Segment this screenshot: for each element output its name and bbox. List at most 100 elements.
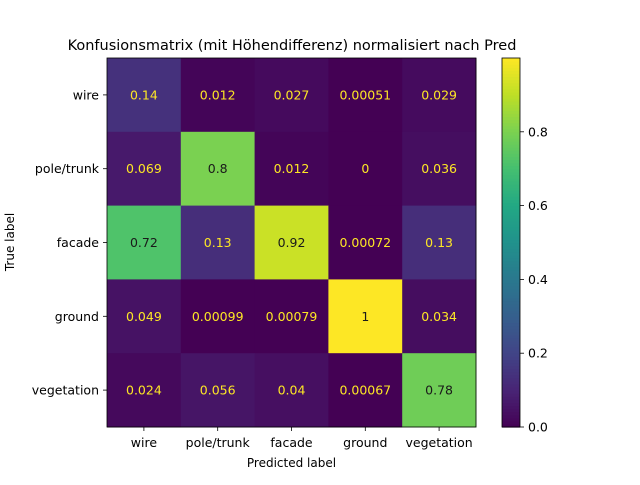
colorbar-segment	[502, 331, 520, 336]
heatmap-cell	[107, 58, 182, 133]
colorbar-segment	[502, 288, 520, 293]
heatmap-cell	[402, 131, 477, 207]
colorbar-segment	[502, 134, 520, 139]
colorbar-segment	[502, 319, 520, 324]
colorbar-segment	[502, 101, 520, 105]
colorbar-segment	[502, 423, 520, 428]
x-tick-label: vegetation	[405, 435, 472, 450]
colorbar-segment	[502, 380, 520, 385]
colorbar-segment	[502, 199, 520, 204]
colorbar-segment	[502, 168, 520, 173]
heatmap-cell	[402, 58, 477, 133]
colorbar-segment	[502, 402, 520, 407]
colorbar-segment	[502, 368, 520, 373]
colorbar-segment	[502, 125, 520, 130]
colorbar-segment	[502, 156, 520, 161]
colorbar-segment	[502, 174, 520, 179]
cell-value-label: 0.034	[421, 309, 457, 324]
heatmap-cell	[254, 131, 329, 207]
colorbar-segment	[502, 220, 520, 225]
heatmap-cell	[180, 205, 256, 280]
cell-value-label: 0.056	[200, 383, 236, 398]
cell-value-label: 0.13	[425, 235, 453, 250]
colorbar-segment	[502, 251, 520, 256]
colorbar-segment	[502, 73, 520, 78]
colorbar-segment	[502, 82, 520, 87]
colorbar-segment	[502, 371, 520, 376]
colorbar-segment	[502, 242, 520, 247]
colorbar-segment	[502, 365, 520, 370]
cell-value-label: 0.024	[126, 383, 162, 398]
colorbar-segment	[502, 396, 520, 400]
colorbar-segment	[502, 119, 520, 124]
colorbar-segment	[502, 217, 520, 222]
colorbar-segment	[502, 304, 520, 308]
cell-value-label: 0.00067	[339, 383, 391, 398]
colorbar-segment	[502, 61, 520, 65]
colorbar-segment	[502, 159, 520, 164]
colorbar-segment	[502, 58, 520, 62]
colorbar-segment	[502, 162, 520, 167]
colorbar-segment	[502, 70, 520, 74]
y-axis-label: True label	[3, 213, 17, 272]
colorbar-segment	[502, 325, 520, 330]
heatmap-cell	[402, 353, 477, 428]
colorbar-segment	[502, 141, 520, 145]
colorbar-segment	[502, 211, 520, 216]
x-axis-ticks: wire pole/trunk facade ground vegetation	[131, 427, 473, 450]
cell-value-label: 0.012	[274, 161, 310, 176]
cell-value-label: 0.92	[278, 235, 306, 250]
colorbar-segment	[502, 307, 520, 311]
colorbar-segment	[502, 297, 520, 302]
colorbar-segment	[502, 88, 520, 93]
colorbar-segment	[502, 285, 520, 290]
colorbar-segment	[502, 353, 520, 357]
colorbar-segment	[502, 97, 520, 102]
colorbar-segment	[502, 387, 520, 391]
colorbar-segment	[502, 291, 520, 296]
heatmap-cell	[328, 131, 403, 207]
colorbar-segment	[502, 390, 520, 394]
colorbar-segment	[502, 264, 520, 268]
heatmap-cell	[107, 279, 182, 354]
cell-value-label: 0.00099	[192, 309, 244, 324]
colorbar-segment	[502, 313, 520, 317]
colorbar-segment	[502, 245, 520, 250]
colorbar-segment	[502, 181, 520, 185]
colorbar-segment	[502, 267, 520, 271]
colorbar-segment	[502, 257, 520, 262]
cell-value-label: 0.049	[126, 309, 162, 324]
colorbar-segment	[502, 79, 520, 84]
cell-value-label: 0.00072	[339, 235, 391, 250]
cell-value-label: 0.00051	[339, 87, 391, 102]
colorbar-segment	[502, 273, 520, 277]
heatmap-cell	[180, 353, 256, 428]
colorbar-segment	[502, 113, 520, 118]
colorbar-segment	[502, 340, 520, 345]
colorbar-segment	[502, 356, 520, 360]
heatmap-cell	[328, 205, 403, 280]
heatmap-cell	[402, 205, 477, 280]
y-tick-label: facade	[57, 235, 100, 250]
colorbar-segment	[502, 408, 520, 413]
colorbar-segment	[502, 300, 520, 305]
colorbar: 0.0 0.2 0.4 0.6 0.8	[501, 57, 548, 435]
x-axis-label: Predicted label	[247, 456, 336, 470]
colorbar-tick-label: 0.8	[528, 124, 548, 139]
colorbar-segment	[502, 214, 520, 219]
cell-value-label: 0.027	[274, 87, 310, 102]
colorbar-segment	[502, 193, 520, 197]
cell-value-label: 0.72	[130, 235, 158, 250]
heatmap-cell	[254, 58, 329, 133]
colorbar-segment	[502, 276, 520, 280]
colorbar-segment	[502, 248, 520, 253]
heatmap-cell	[328, 279, 403, 354]
x-tick-label: ground	[343, 435, 387, 450]
colorbar-segment	[502, 94, 520, 99]
colorbar-segment	[502, 196, 520, 201]
colorbar-segment	[502, 147, 520, 151]
colorbar-segment	[502, 202, 520, 207]
cell-value-labels: 0.14 0.012 0.027 0.00051 0.029 0.069 0.8 0.012 0…	[126, 87, 457, 397]
